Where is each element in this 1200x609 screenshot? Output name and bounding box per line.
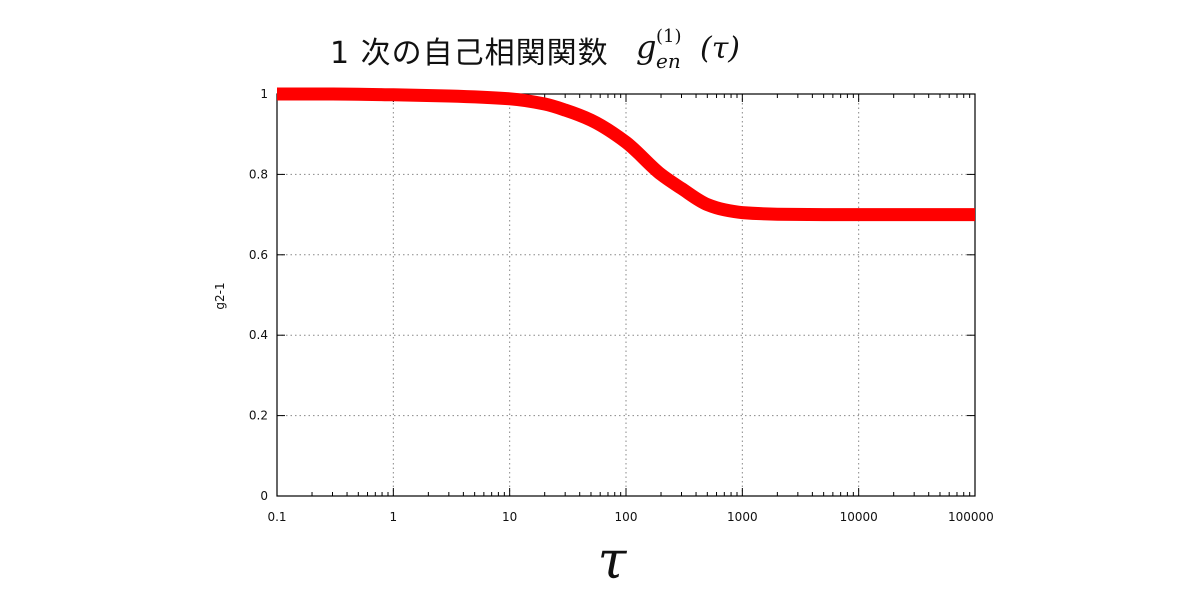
y-tick-label: 0	[260, 489, 268, 503]
y-tick-label: 0.8	[249, 167, 268, 181]
axis-ticks	[276, 93, 976, 497]
formula-symbol: g	[636, 28, 656, 66]
y-tick-label: 0.4	[249, 328, 268, 342]
x-tick-label: 1000	[727, 510, 758, 524]
formula-subscript: en	[656, 49, 681, 73]
formula-argument: (τ)	[700, 31, 740, 66]
y-axis-label: g2-1	[213, 282, 227, 309]
chart-title-text: 1 次の自己相関関数	[330, 36, 609, 71]
y-tick-labels: 0 0.2 0.4 0.6 0.8 1	[249, 87, 268, 503]
x-tick-label: 10000	[840, 510, 878, 524]
x-tick-label: 100000	[948, 510, 994, 524]
x-tick-label: 1	[390, 510, 398, 524]
chart-title: 1 次の自己相関関数 g (1) en (τ)	[0, 20, 1200, 80]
x-axis-label: τ	[598, 531, 628, 591]
grid-lines	[277, 94, 975, 496]
data-series	[277, 87, 976, 222]
x-tick-label: 0.1	[267, 510, 286, 524]
chart-title-formula: g (1) en (τ)	[636, 26, 740, 73]
x-tick-label: 10	[502, 510, 517, 524]
y-tick-label: 1	[260, 87, 268, 101]
series-line	[277, 87, 976, 222]
formula-superscript: (1)	[656, 26, 682, 47]
plot-frame	[276, 93, 976, 497]
y-tick-label: 0.6	[249, 248, 268, 262]
x-tick-labels: 0.1 1 10 100 1000 10000 100000	[267, 510, 993, 524]
x-tick-label: 100	[615, 510, 638, 524]
y-tick-label: 0.2	[249, 409, 268, 423]
